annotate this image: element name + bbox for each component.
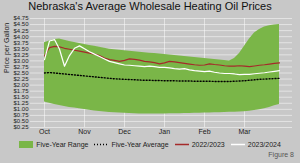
svg-text:$2.00: $2.00 bbox=[13, 82, 29, 88]
svg-text:$2.75: $2.75 bbox=[13, 64, 29, 70]
svg-text:$4.50: $4.50 bbox=[13, 21, 29, 27]
html-text:2023/2024: 2023/2024 bbox=[247, 141, 281, 148]
svg-text:$4.25: $4.25 bbox=[13, 28, 29, 34]
svg-text:$3.25: $3.25 bbox=[13, 52, 29, 58]
svg-text:Nov: Nov bbox=[78, 128, 91, 135]
svg-text:Jan: Jan bbox=[159, 128, 170, 135]
svg-text:$0.75: $0.75 bbox=[13, 112, 29, 118]
html-text:Nebraska's Average Wholesale H: Nebraska's Average Wholesale Heating Oil… bbox=[28, 0, 272, 12]
svg-text:$0.25: $0.25 bbox=[13, 124, 29, 130]
svg-text:$3.00: $3.00 bbox=[13, 58, 29, 64]
svg-text:$1.25: $1.25 bbox=[13, 100, 29, 106]
svg-text:$1.75: $1.75 bbox=[13, 88, 29, 94]
html-text:Figure 8: Figure 8 bbox=[268, 151, 294, 158]
svg-text:$4.00: $4.00 bbox=[13, 34, 29, 40]
svg-text:$0.50: $0.50 bbox=[13, 118, 29, 124]
svg-text:$1.50: $1.50 bbox=[13, 94, 29, 100]
svg-text:Oct: Oct bbox=[39, 128, 50, 135]
svg-text:Mar: Mar bbox=[238, 128, 251, 135]
svg-text:$2.50: $2.50 bbox=[13, 70, 29, 76]
svg-text:$4.75: $4.75 bbox=[13, 15, 29, 21]
svg-text:$3.75: $3.75 bbox=[13, 40, 29, 46]
svg-text:Feb: Feb bbox=[198, 128, 210, 135]
html-text:Five-Year Average: Five-Year Average bbox=[111, 141, 169, 148]
svg-text:$3.50: $3.50 bbox=[13, 46, 29, 52]
svg-text:Price per Gallon: Price per Gallon bbox=[3, 23, 11, 73]
svg-text:$1.00: $1.00 bbox=[13, 106, 29, 112]
svg-text:Dec: Dec bbox=[118, 128, 131, 135]
svg-text:$2.25: $2.25 bbox=[13, 76, 29, 82]
html-text:Five-Year Range: Five-Year Range bbox=[36, 141, 89, 148]
html-text:2022/2023: 2022/2023 bbox=[191, 141, 225, 148]
